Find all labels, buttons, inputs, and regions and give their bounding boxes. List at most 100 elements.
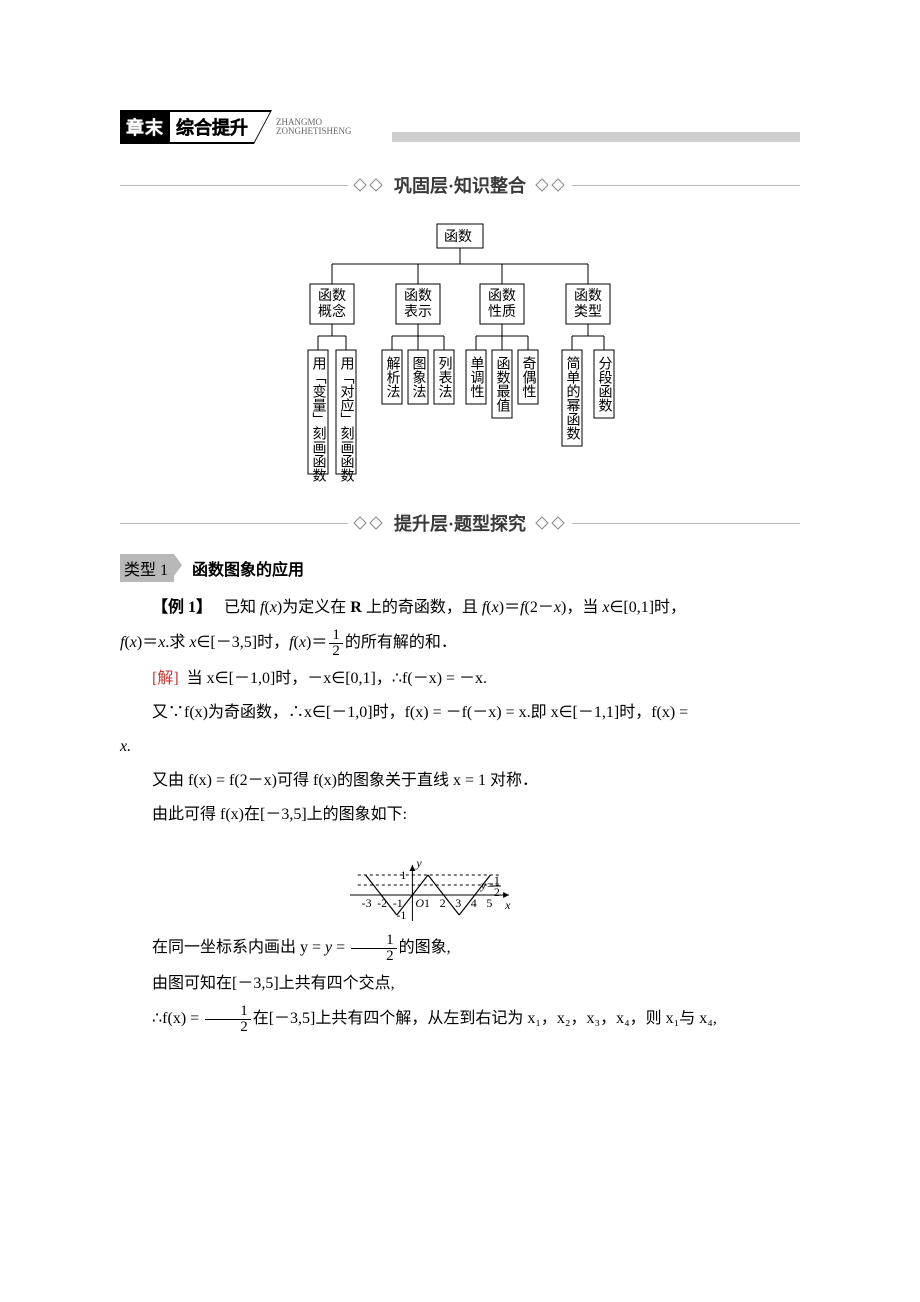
frac-den: 2 [351,949,397,964]
tree-leaf: 函数最值 [495,356,511,412]
section-1-title: 巩固层·知识整合 [390,172,530,198]
text: 当 x∈[－1,0]时，－x∈[0,1]，∴f(－x) = －x. [187,670,487,687]
page: 章末 综合提升 ZHANGMO ZONGHETISHENG 巩固层·知识整合 [0,0,920,1101]
tree-leaf: 用「对应」刻画函数 [339,356,355,482]
tree-root: 函数 [444,229,472,245]
banner-black-label: 章末 [126,114,164,140]
example-tag: 【例 1】 [152,599,212,616]
text: 在[－3,5]上共有四个解，从左到右记为 x₁，x₂，x₃，x₄，则 x₁与 x… [253,1010,717,1027]
svg-text:2: 2 [440,896,446,910]
type-label: 类型 1 [120,554,174,582]
tree-l2-3a: 函数 [574,288,602,304]
banner-black: 章末 [120,110,170,144]
type-heading: 类型 1 函数图象的应用 [120,554,800,582]
type-title: 函数图象的应用 [192,556,304,580]
frac-num: 1 [205,1004,251,1020]
example-line-2: f(x)＝x.求 x∈[－3,5]时，f(x)＝12的所有解的和． [120,628,800,659]
text: 在同一坐标系内画出 y = [152,939,325,956]
frac-num: 1 [351,933,397,949]
text: 又由 f(x) = f(2－x)可得 f(x)的图象关于直线 x = 1 对称． [152,772,538,789]
tree-l2-0a: 函数 [318,288,346,304]
tree-leaf: 列表法 [437,356,453,398]
function-graph: yxO1-1-3-2-112345y=12 [120,843,800,923]
svg-text:1: 1 [424,896,430,910]
text: 由此可得 f(x)在[－3,5]上的图象如下: [152,806,407,823]
solution-line-6: 由图可知在[－3,5]上共有四个交点, [120,970,800,998]
text: 为定义在 [282,599,350,616]
svg-text:2: 2 [494,885,500,899]
section-1-ornament: 巩固层·知识整合 [120,172,800,198]
tree-l2-2b: 性质 [488,304,516,320]
banner-stripe [392,132,801,142]
chapter-banner: 章末 综合提升 ZHANGMO ZONGHETISHENG [120,110,800,144]
tree-leaf: 奇偶性 [521,355,537,398]
tree-leaf: 单调性 [469,356,485,398]
section-2-title: 提升层·题型探究 [390,510,530,536]
svg-text:3: 3 [455,896,461,910]
banner-triangle [254,110,272,144]
text: .求 [165,634,189,651]
svg-text:y: y [415,856,422,870]
banner-white-label: 综合提升 [176,114,248,140]
text: 又∵f(x)为奇函数，∴x∈[－1,0]时，f(x) = －f(－x) = x.… [152,704,688,721]
example-line-1: 【例 1】 已知 f(x)为定义在 R 上的奇函数，且 f(x)＝f(2－x)，… [120,594,800,622]
ornament-diamond-left [348,515,390,531]
tree-l2-0b: 概念 [318,303,346,320]
solution-tag: [解] [152,670,179,687]
tree-l2-2a: 函数 [488,288,516,304]
svg-text:y=: y= [480,878,494,892]
ornament-line [120,523,348,524]
tree-l2-3b: 类型 [574,304,602,320]
frac-num: 1 [329,628,343,644]
text: 的所有解的和． [345,634,457,651]
svg-text:x: x [504,898,511,912]
tree-leaf: 图象法 [411,356,427,398]
ornament-line [120,185,348,186]
tree-leaf: 解析法 [385,356,401,398]
solution-line-2b: x. [120,733,800,761]
svg-text:-2: -2 [377,896,387,910]
section-2-ornament: 提升层·题型探究 [120,510,800,536]
concept-tree: 函数 函数 概念 函数 表示 函数 性质 函数 类型 [120,216,800,486]
text: ∴f(x) = [152,1010,203,1027]
banner-white: 综合提升 [170,110,254,144]
svg-text:-1: -1 [396,908,406,922]
solution-line-4: 由此可得 f(x)在[－3,5]上的图象如下: [120,801,800,829]
solution-line-1: [解] 当 x∈[－1,0]时，－x∈[0,1]，∴f(－x) = －x. [120,665,800,693]
svg-text:1: 1 [400,868,406,882]
solution-line-5: 在同一坐标系内画出 y = y = 12的图象, [120,933,800,964]
banner-sub2: ZONGHETISHENG [276,127,352,136]
frac-den: 2 [329,644,343,659]
solution-line-3: 又由 f(x) = f(2－x)可得 f(x)的图象关于直线 x = 1 对称． [120,767,800,795]
svg-text:5: 5 [486,896,492,910]
solution-line-2: 又∵f(x)为奇函数，∴x∈[－1,0]时，f(x) = －f(－x) = x.… [120,699,800,727]
text: 上的奇函数，且 [362,599,482,616]
text: 已知 [224,599,260,616]
tree-leaf: 分段函数 [597,356,613,412]
tree-l2-1b: 表示 [404,304,432,320]
ornament-line [572,523,800,524]
text: ，当 [566,599,602,616]
solution-line-7: ∴f(x) = 12在[－3,5]上共有四个解，从左到右记为 x₁，x₂，x₃，… [120,1004,800,1035]
text: 时， [257,634,289,651]
ornament-diamond-right [530,515,572,531]
svg-text:-3: -3 [362,896,372,910]
ornament-line [572,185,800,186]
svg-text:-1: -1 [393,896,403,910]
text: 时， [654,599,686,616]
tree-l2-1a: 函数 [404,288,432,304]
fx: f [260,599,264,616]
R: R [350,599,362,616]
text: 的图象, [399,939,451,956]
banner-inner: 章末 综合提升 ZHANGMO ZONGHETISHENG [120,110,352,144]
text: 由图可知在[－3,5]上共有四个交点, [152,975,395,992]
tree-leaf: 简单的幂函数 [565,355,581,440]
banner-stripe-wrap [352,110,801,144]
text: x. [120,738,131,755]
ornament-diamond-left [348,177,390,193]
svg-text:4: 4 [471,896,477,910]
tree-leaf: 用「变量」刻画函数 [311,356,327,482]
ornament-diamond-right [530,177,572,193]
banner-sub: ZHANGMO ZONGHETISHENG [272,110,352,144]
frac-den: 2 [205,1020,251,1035]
